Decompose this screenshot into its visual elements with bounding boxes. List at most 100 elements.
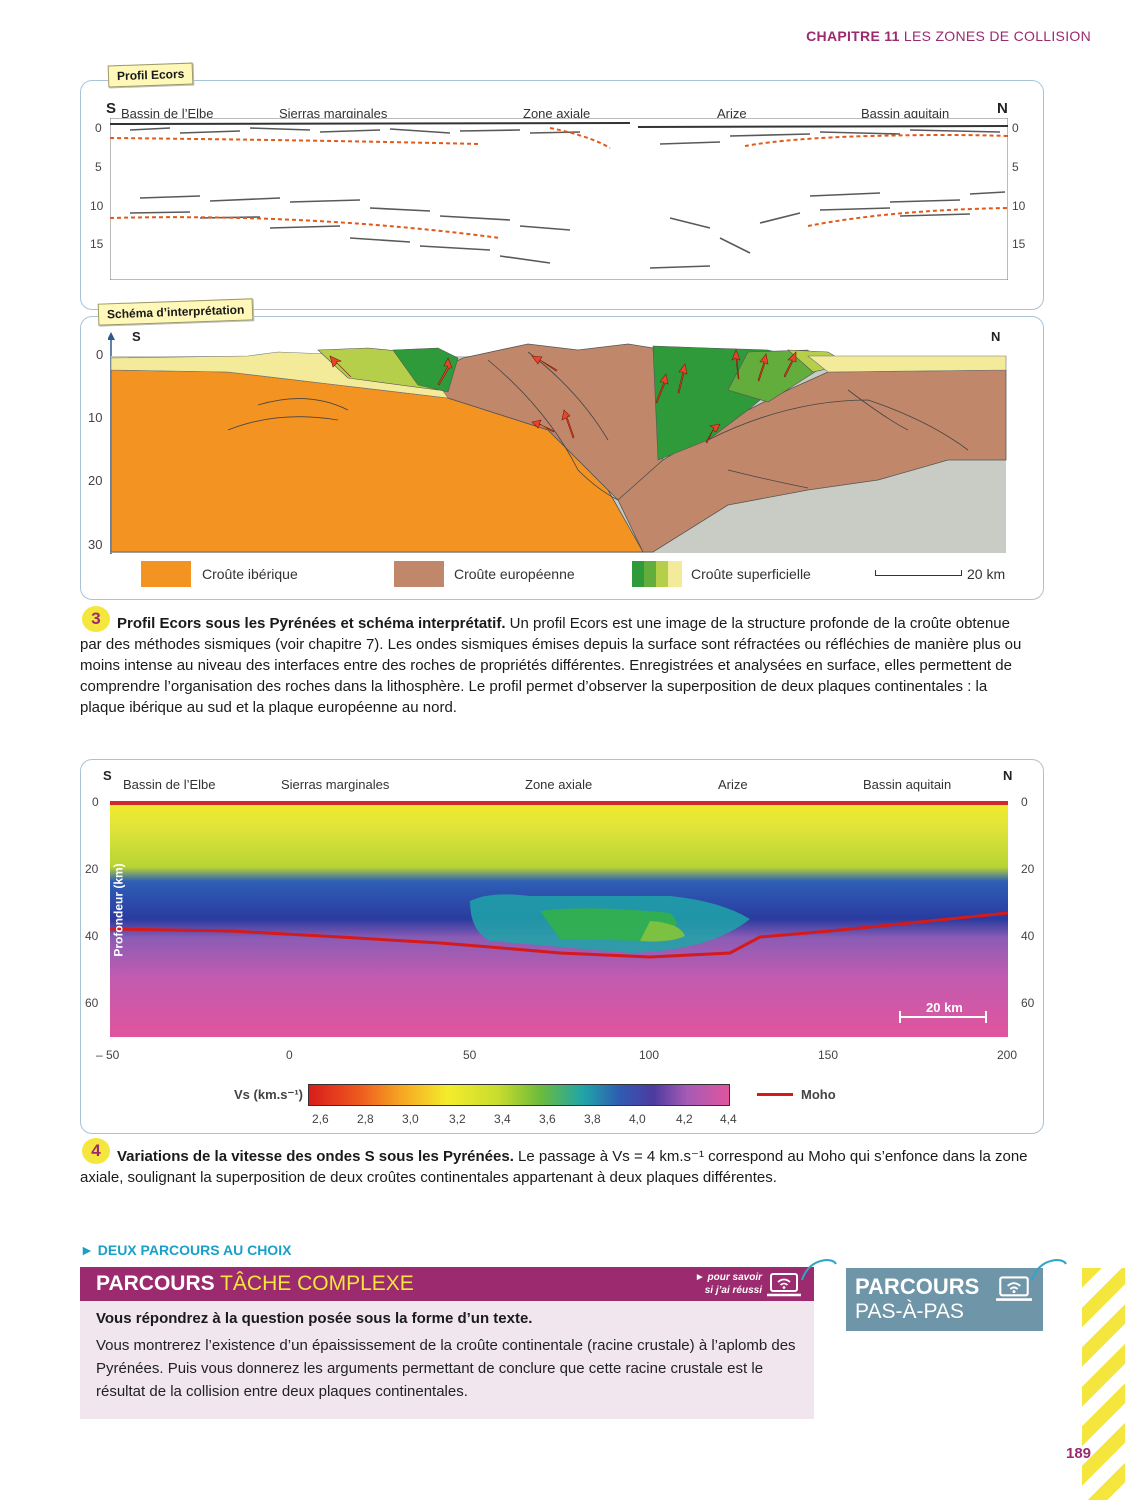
legend-iberique-swatch [141,561,191,587]
colorbar-tick-5: 3,6 [539,1112,556,1126]
colorbar-tick-4: 3,4 [494,1112,511,1126]
parcours-complex-header[interactable] [80,1267,814,1301]
tomo-y-tick-20: 20 [85,862,99,876]
caption-doc3-title: Profil Ecors sous les Pyrénées et schéma… [117,615,506,632]
colorbar-tick-0: 2,6 [312,1112,329,1126]
tomo-y-tick-right-20: 20 [1021,862,1035,876]
profile-region-elbe: Bassin de l’Elbe [121,106,214,121]
chapter-number: CHAPITRE 11 [806,28,900,44]
legend-europeenne-label: Croûte européenne [454,566,575,582]
self-check-hint-line2: si j’ai réussi [704,1285,762,1296]
legend-superficielle-swatch [632,561,682,587]
profile-tick-left-10: 10 [90,199,104,213]
colorbar-tick-3: 3,2 [449,1112,466,1126]
page-number: 189 [1066,1445,1092,1462]
profile-north: N [997,100,1008,117]
profile-frame [80,80,1044,310]
tomo-north: N [1003,768,1013,783]
self-check-hint-line1: ► pour savoir [694,1272,762,1283]
caption-doc3: Profil Ecors sous les Pyrénées et schéma… [80,613,1030,718]
profile-tick-right-10: 10 [1012,199,1026,213]
schema-tick-30: 30 [88,537,103,552]
tomo-region-sierras: Sierras marginales [281,777,390,792]
colorbar-label: Vs (km.s⁻¹) [234,1087,303,1102]
profile-region-axiale: Zone axiale [523,106,591,121]
link-arrow-icon-step [1031,1258,1067,1281]
doc-number-3: 3 [82,606,110,632]
colorbar-tick-8: 4,2 [676,1112,693,1126]
velocity-colorbar [308,1084,730,1106]
schema-south: S [132,329,141,344]
legend-superficielle-label: Croûte superficielle [691,566,811,582]
colorbar-tick-2: 3,0 [402,1112,419,1126]
tomo-scale-label: 20 km [926,1000,963,1015]
laptop-wifi-icon[interactable] [766,1272,802,1298]
schema-scale-bar [875,570,962,576]
tomo-y-tick-0: 0 [92,795,99,809]
colorbar-tick-6: 3,8 [584,1112,601,1126]
profile-tag: Profil Ecors [107,62,194,88]
parcours-complex-title: PARCOURS TÂCHE COMPLEXE [96,1270,414,1298]
tomo-y-tick-60: 60 [85,996,99,1010]
tomo-x-tick-50: 50 [463,1048,477,1062]
profile-tick-right-5: 5 [1012,160,1019,174]
tomo-region-aquitain: Bassin aquitain [863,777,952,792]
tomo-x-tick-200: 200 [997,1048,1018,1062]
tomo-y-tick-right-60: 60 [1021,996,1035,1010]
tomography-frame [80,759,1044,1134]
schema-north: N [991,329,1001,344]
tomo-region-elbe: Bassin de l’Elbe [123,777,216,792]
tomo-x-tick-0: 0 [286,1048,293,1062]
interpretation-schema-diagram [108,332,1007,554]
tomo-y-tick-right-40: 40 [1021,929,1035,943]
parcours-complex-body [80,1301,814,1419]
chapter-header: CHAPITRE 11 LES ZONES DE COLLISION [806,28,1091,44]
schema-tick-10: 10 [88,410,103,425]
moho-legend-label: Moho [801,1087,836,1102]
self-check-hint[interactable]: ► pour savoir si j’ai réussi [672,1271,762,1297]
colorbar-tick-1: 2,8 [357,1112,374,1126]
legend-europeenne-swatch [394,561,444,587]
parcours-question: Vous répondrez à la question posée sous … [96,1310,533,1327]
schema-frame [80,316,1044,600]
laptop-wifi-icon-step[interactable] [995,1275,1033,1303]
seismic-profile-image [110,118,1008,280]
colorbar-tick-9: 4,4 [720,1112,737,1126]
profile-tick-left-5: 5 [95,160,102,174]
tomo-south: S [103,768,112,783]
profile-south: S [106,100,117,117]
hazard-stripe-decoration [1082,1268,1125,1500]
tomo-region-arize: Arize [718,777,748,792]
schema-tick-20: 20 [88,473,103,488]
chapter-title: LES ZONES DE COLLISION [903,28,1091,44]
parcours-complex-title-a: PARCOURS [96,1272,215,1295]
profile-region-sierras: Sierras marginales [279,106,388,121]
parcours-body-text: Vous montrerez l’existence d’un épaissis… [96,1337,796,1400]
parcours-intro: ► DEUX PARCOURS AU CHOIX [80,1242,292,1258]
profile-tick-left-0: 0 [95,121,102,135]
parcours-step-title-b: PAS-À-PAS [855,1300,964,1323]
profile-region-aquitain: Bassin aquitain [861,106,950,121]
profile-region-arize: Arize [717,106,747,121]
tomo-x-tick-100: 100 [639,1048,660,1062]
profile-tick-right-0: 0 [1012,121,1019,135]
moho-legend-line [757,1093,793,1096]
schema-tick-0: 0 [96,347,104,362]
legend-iberique-label: Croûte ibérique [202,566,298,582]
tomo-y-tick-40: 40 [85,929,99,943]
schema-scale-label: 20 km [967,566,1006,582]
profile-tick-right-15: 15 [1012,237,1026,251]
tomo-ylabel: Profondeur (km) [111,863,126,957]
seismic-velocity-section [110,801,1008,1037]
caption-doc4-title: Variations de la vitesse des ondes S sou… [117,1148,514,1165]
doc-number-4: 4 [82,1138,110,1164]
parcours-step-title-a: PARCOURS [855,1274,980,1299]
caption-doc3-text: Un profil Ecors est une image de la stru… [80,615,1022,716]
tomo-x-tick-150: 150 [818,1048,839,1062]
link-arrow-icon [801,1258,837,1281]
parcours-complex-title-b: TÂCHE COMPLEXE [220,1272,414,1295]
tomo-region-axiale: Zone axiale [525,777,593,792]
tomo-y-tick-right-0: 0 [1021,795,1028,809]
caption-doc4-text: Le passage à Vs = 4 km.s⁻¹ correspond au… [80,1148,1028,1186]
caption-doc4: Variations de la vitesse des ondes S sou… [80,1146,1035,1188]
